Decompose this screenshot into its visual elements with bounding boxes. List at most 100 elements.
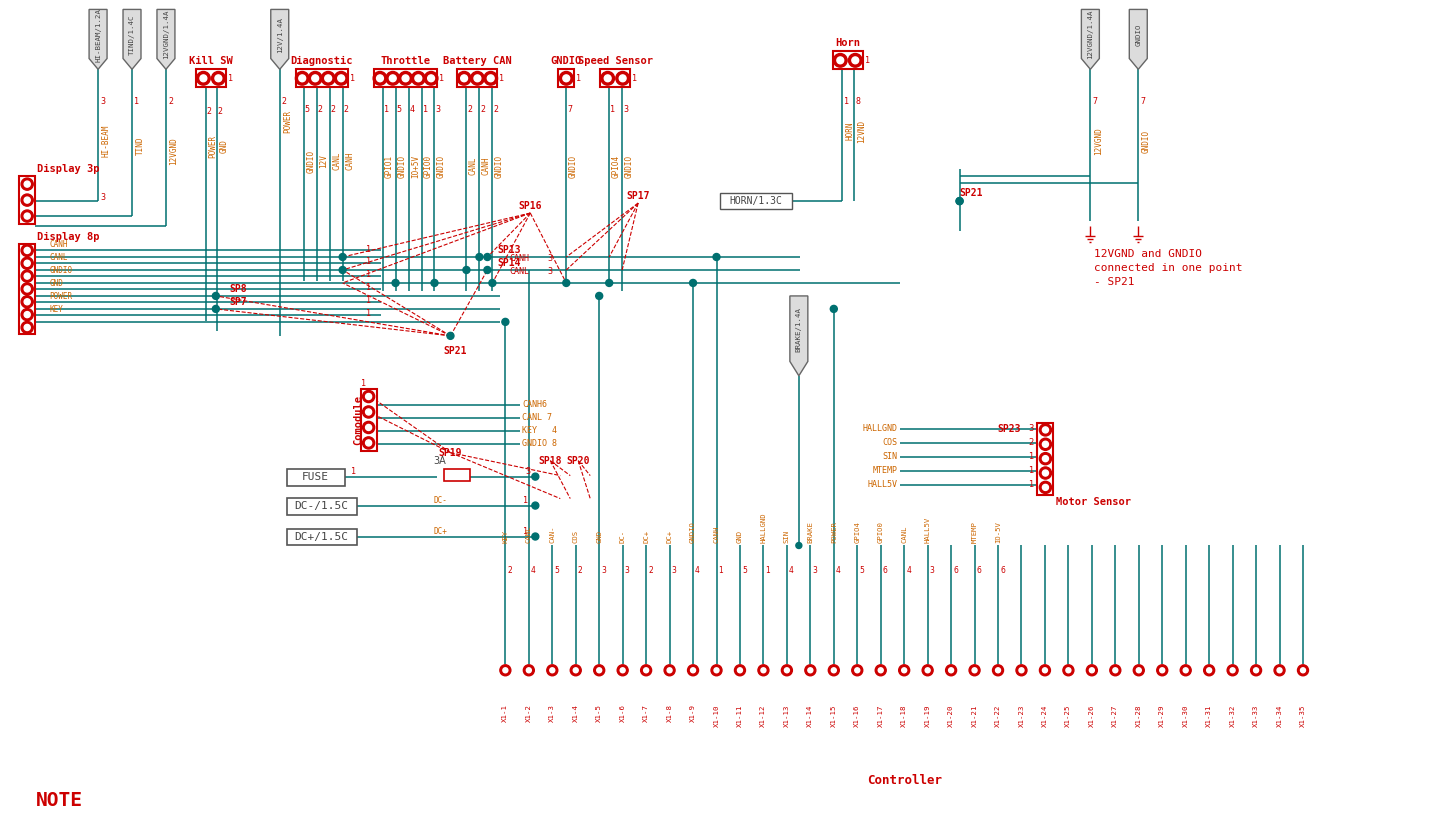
- Circle shape: [22, 244, 33, 257]
- Circle shape: [1040, 467, 1051, 479]
- Circle shape: [1133, 665, 1144, 676]
- Circle shape: [428, 75, 435, 82]
- Circle shape: [854, 668, 860, 673]
- Text: 1: 1: [228, 73, 233, 83]
- Text: 1: 1: [366, 258, 370, 267]
- Circle shape: [833, 53, 847, 68]
- Circle shape: [1274, 665, 1285, 676]
- Circle shape: [339, 267, 346, 274]
- Circle shape: [457, 72, 471, 85]
- Text: HORN: HORN: [846, 122, 854, 140]
- Bar: [19, 176, 34, 224]
- Circle shape: [640, 665, 652, 676]
- Circle shape: [1066, 668, 1071, 673]
- Text: TIND/1.4C: TIND/1.4C: [129, 14, 135, 55]
- Text: 12VND: 12VND: [857, 119, 866, 143]
- Text: DC-: DC-: [434, 496, 448, 505]
- Text: 12VGND/1.4A: 12VGND/1.4A: [162, 10, 169, 59]
- Text: 1: 1: [366, 309, 370, 319]
- Text: X1-14: X1-14: [807, 704, 813, 726]
- Circle shape: [484, 267, 491, 274]
- Text: 1: 1: [610, 105, 615, 113]
- Circle shape: [24, 324, 30, 330]
- Circle shape: [784, 668, 790, 673]
- Text: SIN: SIN: [883, 452, 898, 461]
- Circle shape: [1043, 441, 1048, 447]
- Text: 3: 3: [623, 105, 628, 113]
- Circle shape: [362, 421, 375, 434]
- Circle shape: [1043, 427, 1048, 433]
- Text: X1-24: X1-24: [1043, 704, 1048, 726]
- Circle shape: [547, 665, 557, 676]
- Circle shape: [593, 665, 605, 676]
- Circle shape: [1298, 665, 1308, 676]
- Circle shape: [1136, 668, 1142, 673]
- Circle shape: [215, 75, 221, 82]
- Text: DC+: DC+: [434, 527, 448, 536]
- Text: 12VGND: 12VGND: [1094, 128, 1103, 155]
- Circle shape: [596, 293, 603, 299]
- Text: Controller: Controller: [867, 774, 942, 786]
- Circle shape: [946, 665, 956, 676]
- Circle shape: [738, 668, 742, 673]
- Circle shape: [1040, 438, 1051, 450]
- Circle shape: [24, 197, 30, 203]
- Circle shape: [619, 75, 626, 82]
- Text: 1: 1: [350, 467, 356, 476]
- Circle shape: [1043, 470, 1048, 476]
- Bar: [719, 193, 791, 209]
- Text: X1-19: X1-19: [925, 704, 931, 726]
- Circle shape: [24, 260, 30, 266]
- Text: 1: 1: [1028, 480, 1034, 489]
- Text: Battery CAN: Battery CAN: [444, 57, 511, 67]
- Circle shape: [808, 668, 813, 673]
- Circle shape: [24, 248, 30, 254]
- Text: 1: 1: [349, 73, 355, 83]
- Circle shape: [689, 279, 696, 286]
- Text: 1: 1: [523, 496, 528, 505]
- Circle shape: [309, 72, 322, 85]
- Text: X1-28: X1-28: [1136, 704, 1142, 726]
- Text: X1-25: X1-25: [1066, 704, 1071, 726]
- Text: MTEMP: MTEMP: [972, 520, 978, 542]
- Text: CANH: CANH: [49, 240, 67, 249]
- Circle shape: [424, 72, 438, 85]
- Circle shape: [616, 72, 629, 85]
- Text: X1-33: X1-33: [1254, 704, 1259, 726]
- Circle shape: [531, 533, 538, 540]
- Circle shape: [600, 72, 615, 85]
- Text: 5: 5: [554, 566, 559, 575]
- Circle shape: [376, 75, 383, 82]
- Text: 4: 4: [906, 566, 910, 575]
- Bar: [360, 389, 376, 450]
- Circle shape: [200, 75, 207, 82]
- Bar: [1037, 423, 1054, 495]
- Circle shape: [412, 72, 425, 85]
- Text: X1-15: X1-15: [831, 704, 837, 726]
- Circle shape: [922, 665, 933, 676]
- Circle shape: [447, 333, 454, 339]
- Text: X1-10: X1-10: [714, 704, 719, 726]
- Text: 2: 2: [207, 107, 213, 116]
- Circle shape: [925, 668, 931, 673]
- Text: 1: 1: [383, 105, 389, 113]
- Circle shape: [563, 75, 570, 82]
- Text: 3: 3: [1028, 425, 1034, 433]
- Text: SP19: SP19: [439, 448, 462, 458]
- Text: 4: 4: [788, 566, 794, 575]
- Text: 12VGND: 12VGND: [169, 138, 178, 165]
- Circle shape: [1231, 668, 1235, 673]
- Text: CANH6: CANH6: [523, 400, 547, 409]
- Text: GND: GND: [220, 139, 228, 153]
- Text: CANH: CANH: [510, 254, 530, 264]
- Text: 3: 3: [625, 566, 629, 575]
- Circle shape: [366, 425, 372, 430]
- Text: 1: 1: [864, 56, 870, 65]
- Text: Display 3p: Display 3p: [37, 164, 99, 174]
- Text: 1: 1: [576, 73, 582, 83]
- Bar: [445, 469, 471, 480]
- Circle shape: [1087, 665, 1097, 676]
- Circle shape: [531, 502, 538, 509]
- Circle shape: [617, 665, 628, 676]
- Text: 3: 3: [547, 268, 553, 276]
